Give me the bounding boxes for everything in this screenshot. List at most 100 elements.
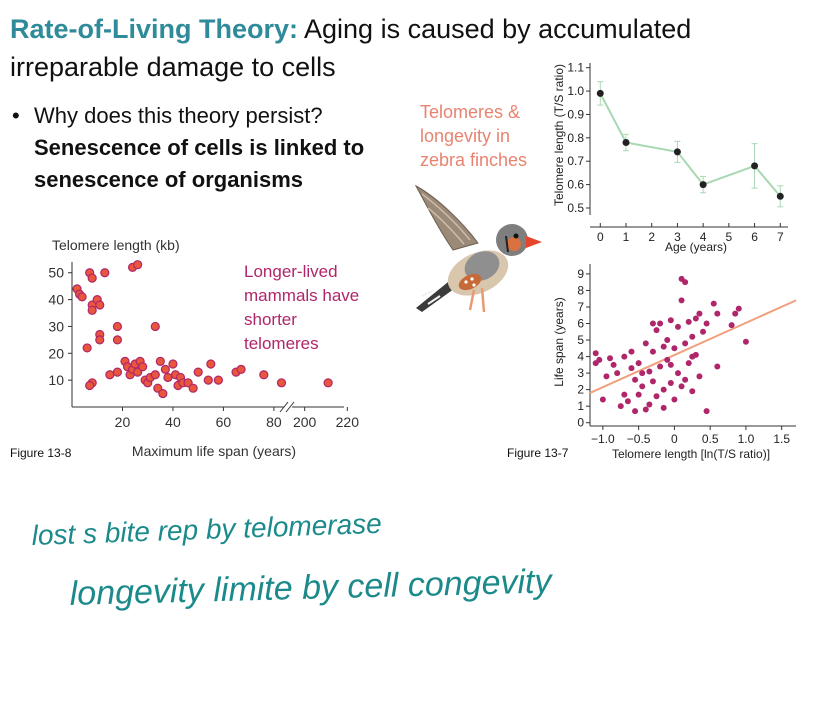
- data-point: [728, 322, 735, 329]
- y-tick-label: 0.6: [567, 178, 584, 192]
- figure-13-7-label: Figure 13-7: [507, 446, 569, 460]
- data-point: [635, 360, 642, 367]
- y-tick-label: 1: [577, 399, 584, 413]
- x-tick-label: 80: [266, 414, 282, 430]
- data-point: [203, 375, 213, 385]
- data-point: [667, 317, 674, 324]
- data-point: [735, 305, 742, 312]
- x-tick-label: 200: [293, 414, 317, 430]
- x-tick-label: 1: [623, 230, 630, 244]
- data-point: [696, 373, 703, 380]
- y-tick-label: 1.1: [567, 61, 584, 75]
- y-tick-label: 40: [48, 292, 64, 308]
- x-tick-label: 3: [674, 230, 681, 244]
- data-point: [776, 192, 784, 200]
- lifespan-x-label: Telomere length [ln(T/S ratio)]: [612, 447, 770, 461]
- data-point: [667, 380, 674, 387]
- y-tick-label: 10: [48, 372, 64, 388]
- data-point: [188, 383, 198, 393]
- x-tick-label: 1.0: [738, 432, 755, 446]
- y-tick-label: 8: [577, 283, 584, 297]
- data-point: [596, 356, 603, 363]
- data-point: [621, 353, 628, 360]
- lifespan-telomere-chart: Life span (years) 0 1 2 3 4 5 6 7 8 9 −1.0 −0.5 0 0.…: [552, 264, 797, 461]
- data-point: [667, 361, 674, 368]
- data-point: [206, 359, 216, 369]
- data-point: [685, 318, 692, 325]
- data-point: [649, 320, 656, 327]
- data-point: [100, 268, 110, 278]
- data-point: [87, 273, 97, 283]
- data-point: [592, 350, 599, 357]
- data-point: [213, 375, 223, 385]
- x-tick-label: 0: [671, 432, 678, 446]
- data-point: [689, 353, 696, 360]
- x-tick-label: 5: [726, 230, 733, 244]
- x-tick-label: 6: [751, 230, 758, 244]
- x-tick-label: −1.0: [591, 432, 615, 446]
- data-point: [95, 300, 105, 310]
- data-point: [236, 364, 246, 375]
- axis-break-mark: [285, 401, 295, 413]
- bullet-answer: Senescence of cells is linked to senesce…: [34, 135, 365, 192]
- mammal-telomere-chart: Telomere length (kb) 10 20 30 40 50 20 40 60 80…: [48, 237, 359, 459]
- data-point: [642, 340, 649, 347]
- data-point: [699, 181, 707, 189]
- data-point: [673, 148, 681, 156]
- data-point: [700, 328, 707, 335]
- y-tick-label: 0.9: [567, 107, 584, 121]
- data-point: [622, 139, 630, 147]
- data-point: [674, 370, 681, 377]
- data-point: [664, 337, 671, 344]
- data-point: [678, 297, 685, 304]
- data-point: [610, 361, 617, 368]
- data-point: [628, 348, 635, 355]
- data-point: [674, 323, 681, 330]
- mammal-note: Longer-lived mammals have shorter telome…: [244, 260, 359, 356]
- x-tick-label: 0.5: [702, 432, 719, 446]
- data-point: [276, 378, 287, 388]
- handwriting-line-1: lost s bite rep by telomerase: [31, 508, 382, 551]
- data-point: [635, 391, 642, 398]
- y-tick-label: 20: [48, 345, 64, 361]
- data-point: [657, 320, 664, 327]
- data-point: [596, 89, 604, 97]
- data-point: [87, 305, 97, 315]
- data-point: [714, 363, 721, 370]
- y-tick-label: 0.8: [567, 131, 584, 145]
- data-point: [703, 408, 710, 415]
- theory-definition: Aging is caused by accumulated irreparab…: [10, 14, 692, 82]
- data-point: [607, 355, 614, 362]
- data-point: [682, 340, 689, 347]
- mammal-note-line: Longer-lived: [244, 262, 338, 281]
- data-point: [751, 162, 759, 170]
- data-point: [82, 343, 92, 353]
- data-point: [710, 300, 717, 307]
- y-tick-label: 0.7: [567, 154, 584, 168]
- data-point: [732, 310, 739, 317]
- data-point: [671, 396, 678, 403]
- mammal-note-line: mammals have: [244, 286, 360, 305]
- data-point: [653, 393, 660, 400]
- data-point: [614, 370, 621, 377]
- telomere-age-y-label: Telomere length (T/S ratio): [552, 64, 566, 206]
- y-tick-label: 0.5: [567, 201, 584, 215]
- data-point: [649, 348, 656, 355]
- x-tick-label: 1.5: [773, 432, 790, 446]
- data-point: [617, 403, 624, 410]
- data-point: [163, 372, 173, 383]
- slide-title: Rate-of-Living Theory: Aging is caused b…: [10, 10, 730, 86]
- data-point: [158, 388, 168, 399]
- mammal-note-line: telomeres: [244, 334, 319, 353]
- bullet-marker: •: [12, 103, 20, 128]
- data-point: [660, 343, 667, 350]
- data-point: [646, 368, 653, 375]
- data-point: [742, 338, 749, 345]
- data-point: [657, 363, 664, 370]
- data-point: [95, 335, 105, 345]
- data-point: [160, 364, 170, 375]
- figure-13-8-label: Figure 13-8: [10, 446, 72, 460]
- data-point: [150, 370, 160, 380]
- data-point: [105, 370, 115, 380]
- telomere-trend-line: [599, 92, 782, 197]
